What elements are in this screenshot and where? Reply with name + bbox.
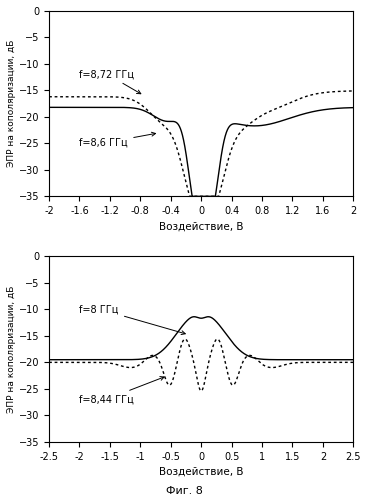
Text: f=8 ГГц: f=8 ГГц	[79, 304, 185, 334]
Y-axis label: ЭПР на кополяризации, дБ: ЭПР на кополяризации, дБ	[7, 40, 16, 167]
X-axis label: Воздействие, В: Воздействие, В	[159, 467, 244, 477]
Text: f=8,44 ГГц: f=8,44 ГГц	[79, 377, 164, 404]
Text: f=8,6 ГГц: f=8,6 ГГц	[79, 132, 156, 148]
Y-axis label: ЭПР на кополяризации, дБ: ЭПР на кополяризации, дБ	[7, 285, 16, 413]
Text: f=8,72 ГГц: f=8,72 ГГц	[79, 69, 141, 94]
Text: Фиг. 8: Фиг. 8	[166, 486, 202, 496]
X-axis label: Воздействие, В: Воздействие, В	[159, 222, 244, 232]
